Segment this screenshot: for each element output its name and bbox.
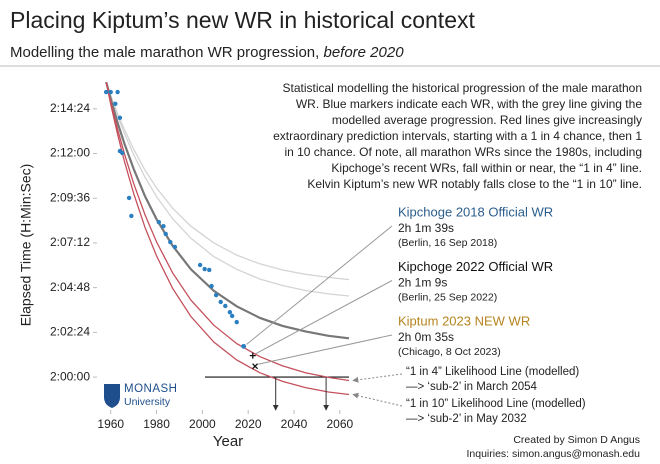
wr-point — [120, 150, 125, 156]
wr-point — [103, 89, 109, 95]
wr-point — [209, 283, 214, 289]
y-tick-label: 2:07:12 — [50, 235, 90, 249]
wr-point — [227, 309, 233, 315]
highlight-value: 2h 1m 39s — [398, 221, 454, 235]
wr-point — [168, 239, 173, 245]
note-line: “1 in 4” Likelihood Line (modelled) — [406, 366, 579, 378]
callout-line — [257, 334, 393, 365]
subtitle-text: Modelling the male marathon WR progressi… — [10, 44, 323, 61]
x-tick-label: 2020 — [235, 417, 262, 431]
contact: Inquiries: simon.angus@monash.edu — [466, 448, 640, 460]
wr-point — [197, 262, 203, 268]
wr-point — [234, 319, 239, 325]
model-line — [105, 81, 350, 297]
callout-line — [246, 225, 393, 345]
description-line: extraordinary prediction intervals, star… — [273, 129, 642, 143]
highlight-value: 2h 0m 35s — [398, 330, 454, 344]
highlight-marker — [252, 363, 259, 370]
logo-shield — [104, 384, 120, 408]
note-result: —> ‘sub-2’ in May 2032 — [406, 413, 527, 425]
callout-line — [255, 280, 393, 355]
highlight-note: (Berlin, 25 Sep 2022) — [398, 291, 497, 303]
wr-point — [113, 101, 118, 107]
y-tick-label: 2:04:48 — [50, 280, 90, 294]
note-result: —> ‘sub-2’ in March 2054 — [406, 381, 538, 393]
credit: Created by Simon D Angus — [513, 434, 640, 446]
highlight-note: (Chicago, 8 Oct 2023) — [398, 346, 501, 358]
x-tick-label: 1980 — [143, 417, 170, 431]
y-tick-label: 2:12:00 — [50, 146, 90, 160]
chart-title: Placing Kiptum’s new WR in historical co… — [10, 7, 475, 33]
description-line: Statistical modelling the historical pro… — [282, 81, 642, 95]
x-tick-label: 1960 — [97, 417, 124, 431]
subtitle-emphasis: before 2020 — [323, 44, 404, 61]
y-tick-label: 2:14:24 — [50, 101, 90, 115]
chart-subtitle: Modelling the male marathon WR progressi… — [10, 44, 404, 61]
logo-sub: University — [124, 396, 171, 408]
wr-point — [115, 89, 120, 95]
wr-point — [161, 223, 166, 229]
wr-point — [156, 219, 162, 225]
wr-point — [223, 303, 228, 309]
y-axis-label: Elapsed Time (H:Min:Sec) — [18, 164, 34, 327]
wr-point — [207, 267, 212, 273]
description-line: Kipchoge’s recent WRs, fall within or ne… — [331, 161, 642, 175]
y-tick-label: 2:00:00 — [50, 369, 90, 383]
wr-point — [129, 213, 134, 219]
wr-point — [213, 292, 219, 298]
description-line: WR. Blue markers indicate each WR, with … — [296, 97, 642, 111]
wr-point — [108, 89, 113, 95]
wr-point — [117, 115, 123, 121]
highlight-title: Kipchoge 2022 Official WR — [398, 259, 553, 274]
highlight-marker — [249, 352, 256, 359]
note-arrow — [352, 392, 403, 407]
note-line: “1 in 10” Likelihood Line (modelled) — [406, 398, 586, 410]
wr-point — [172, 244, 178, 250]
logo-name: MONASH — [124, 383, 177, 395]
wr-point — [202, 266, 207, 272]
x-axis-label: Year — [213, 433, 243, 450]
highlight-marker — [241, 343, 247, 349]
note-arrow — [352, 373, 403, 383]
description-line: modelled average progression. Red lines … — [332, 113, 642, 127]
wr-point — [126, 195, 132, 201]
wr-point — [218, 299, 223, 305]
highlight-title: Kiptum 2023 NEW WR — [398, 313, 530, 328]
y-tick-label: 2:09:36 — [50, 190, 90, 204]
highlight-title: Kipchoge 2018 Official WR — [398, 204, 553, 219]
highlight-note: (Berlin, 16 Sep 2018) — [398, 237, 497, 249]
x-tick-label: 2060 — [326, 417, 353, 431]
model-line — [105, 81, 350, 396]
wr-point — [229, 313, 235, 319]
x-tick-label: 2000 — [189, 417, 216, 431]
model-line — [105, 81, 350, 382]
x-tick-label: 2040 — [281, 417, 308, 431]
description-line: Kelvin Kiptum’s new WR notably falls clo… — [307, 177, 642, 191]
model-line — [105, 81, 350, 340]
wr-point — [163, 231, 168, 237]
description-line: in 10 chance. Of note, all marathon WRs … — [284, 145, 642, 159]
model-line — [105, 81, 350, 281]
highlight-value: 2h 1m 9s — [398, 276, 447, 290]
y-tick-label: 2:02:24 — [50, 325, 90, 339]
